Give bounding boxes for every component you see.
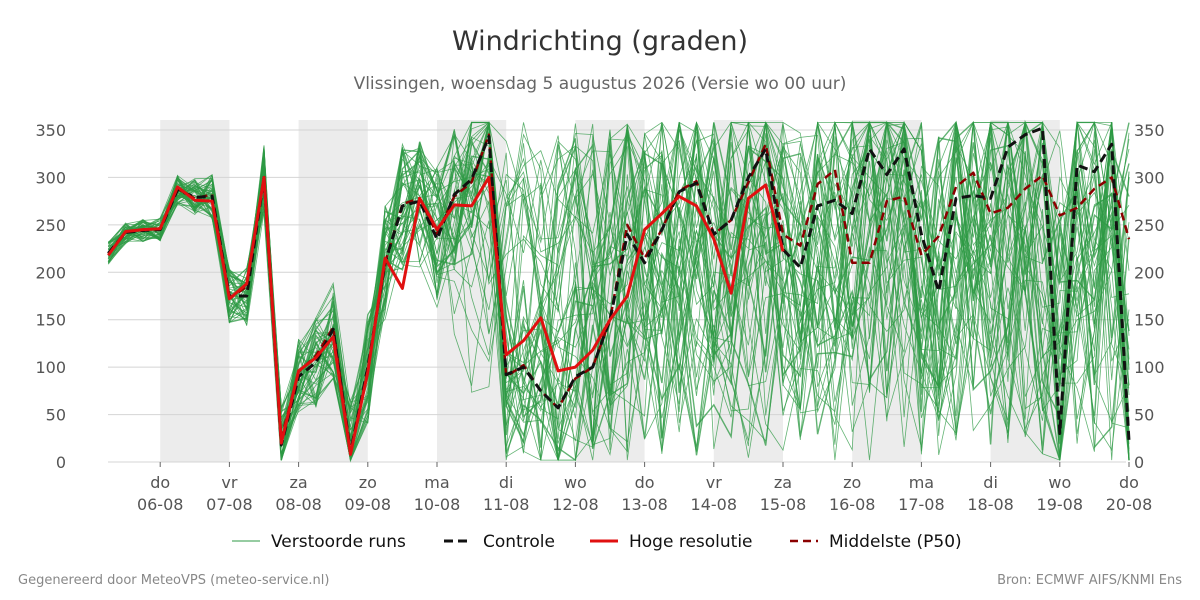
- x-tick-day-0: do: [150, 473, 170, 492]
- x-axis: do 06-08 vr 07-08 za 08-08 zo 09-08 ma 10-08 di 11-…: [137, 462, 1152, 514]
- legend: Verstoorde runs Controle Hoge resolutie …: [232, 532, 962, 552]
- y-tick-label-left-200: 200: [35, 263, 66, 282]
- x-tick-date-7: 13-08: [621, 495, 668, 514]
- x-tick-date-11: 17-08: [898, 495, 945, 514]
- x-tick-day-12: di: [983, 473, 998, 492]
- x-tick-date-6: 12-08: [552, 495, 599, 514]
- y-tick-label-right-200: 200: [1134, 263, 1165, 282]
- x-tick-day-2: za: [289, 473, 307, 492]
- y-tick-label-left-350: 350: [35, 121, 66, 140]
- x-tick-day-1: vr: [221, 473, 237, 492]
- x-tick-day-4: ma: [424, 473, 449, 492]
- x-tick-date-5: 11-08: [483, 495, 530, 514]
- x-tick-date-3: 09-08: [345, 495, 392, 514]
- legend-label-high-resolution: Hoge resolutie: [629, 532, 753, 552]
- y-tick-label-left-100: 100: [35, 358, 66, 377]
- x-tick-day-11: ma: [909, 473, 934, 492]
- y-tick-label-right-150: 150: [1134, 311, 1165, 330]
- x-tick-day-7: do: [635, 473, 655, 492]
- x-tick-day-14: do: [1119, 473, 1139, 492]
- legend-item-perturbed: Verstoorde runs: [232, 532, 406, 552]
- series-line-hoge-resolutie: [107, 175, 785, 456]
- x-tick-day-13: wo: [1048, 473, 1071, 492]
- x-tick-date-8: 14-08: [691, 495, 738, 514]
- footer-source: Bron: ECMWF AIFS/KNMI Ens: [997, 573, 1182, 588]
- y-tick-label-left-50: 50: [46, 406, 66, 425]
- y-axis-right: 0 50 100 150 200 250 300 350: [1134, 121, 1165, 472]
- y-tick-label-right-250: 250: [1134, 216, 1165, 235]
- x-tick-day-10: zo: [843, 473, 861, 492]
- legend-label-median: Middelste (P50): [829, 532, 962, 552]
- chart-subtitle: Vlissingen, woensdag 5 augustus 2026 (Ve…: [354, 74, 847, 94]
- legend-label-control: Controle: [483, 532, 555, 552]
- y-tick-label-left-250: 250: [35, 216, 66, 235]
- legend-item-median: Middelste (P50): [790, 532, 962, 552]
- ensemble-member-50: [107, 121, 1130, 461]
- y-tick-label-right-350: 350: [1134, 121, 1165, 140]
- legend-label-perturbed: Verstoorde runs: [271, 532, 406, 552]
- y-tick-label-right-300: 300: [1134, 168, 1165, 187]
- y-tick-label-right-100: 100: [1134, 358, 1165, 377]
- legend-item-high-resolution: Hoge resolutie: [590, 532, 753, 552]
- y-axis-left: 0 50 100 150 200 250 300 350: [35, 121, 66, 472]
- y-tick-label-left-0: 0: [56, 453, 66, 472]
- x-tick-date-9: 15-08: [760, 495, 807, 514]
- x-tick-date-14: 20-08: [1106, 495, 1153, 514]
- x-tick-date-4: 10-08: [414, 495, 461, 514]
- chart-title: Windrichting (graden): [452, 26, 748, 57]
- x-tick-date-0: 06-08: [137, 495, 184, 514]
- main-series-lines: [107, 126, 1131, 456]
- x-tick-day-8: vr: [706, 473, 722, 492]
- x-tick-day-5: di: [499, 473, 514, 492]
- legend-item-control: Controle: [444, 532, 555, 552]
- x-tick-date-13: 19-08: [1037, 495, 1084, 514]
- x-tick-day-6: wo: [564, 473, 587, 492]
- footer-generated-by: Gegenereerd door MeteoVPS (meteo-service…: [18, 573, 329, 588]
- y-tick-label-left-150: 150: [35, 311, 66, 330]
- x-tick-day-3: zo: [359, 473, 377, 492]
- x-tick-date-1: 07-08: [206, 495, 253, 514]
- x-tick-day-9: za: [774, 473, 792, 492]
- y-tick-label-left-300: 300: [35, 168, 66, 187]
- shade-band-0: [160, 120, 230, 462]
- y-tick-label-right-0: 0: [1134, 453, 1144, 472]
- y-tick-label-right-50: 50: [1134, 406, 1154, 425]
- x-tick-date-2: 08-08: [275, 495, 322, 514]
- x-tick-date-10: 16-08: [829, 495, 876, 514]
- x-tick-date-12: 18-08: [967, 495, 1014, 514]
